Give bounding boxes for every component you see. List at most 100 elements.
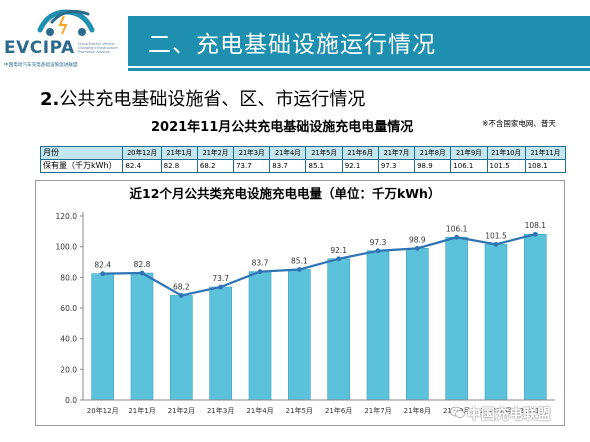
- month-cell: 21年8月: [414, 146, 452, 160]
- slide-title: 二、充电基础设施运行情况: [148, 32, 436, 58]
- month-cell: 21年5月: [305, 146, 343, 160]
- month-cell: 21年10月: [486, 146, 526, 160]
- data-label: 85.1: [291, 257, 308, 266]
- bar: [288, 269, 311, 401]
- watermark-text: 中国充电联盟: [467, 407, 551, 423]
- x-tick-label: 21年6月: [325, 406, 352, 415]
- y-tick-label: 40.0: [60, 335, 77, 344]
- section-title: 2.公共充电基础设施省、区、市运行情况: [40, 85, 365, 111]
- x-tick-label: 21年5月: [286, 406, 313, 415]
- charging-volume-table: 月份 20年12月 21年1月 21年2月 21年3月 21年4月 21年5月 …: [39, 146, 567, 173]
- title-underline: [128, 68, 590, 71]
- bar: [406, 248, 429, 401]
- bar-series: [91, 233, 547, 401]
- value-cell: 106.1: [450, 159, 488, 173]
- charging-volume-chart: 近12个月公共类充电设施充电电量（单位：千万kWh） 0.0 20.0 40.0 60…: [35, 180, 565, 426]
- data-label: 92.1: [330, 246, 347, 255]
- x-tick-label: 21年7月: [364, 406, 391, 415]
- value-cell: 101.5: [486, 159, 526, 173]
- bar: [366, 250, 390, 401]
- line-point: [532, 231, 538, 237]
- bar: [445, 237, 468, 401]
- table-row: 保有量（千万kWh） 82.4 82.8 68.2 73.7 83.7 85.1…: [39, 159, 567, 173]
- line-series: [100, 231, 538, 298]
- evcipa-logo: EVCIPA China Electric Vehicle Charging I…: [0, 0, 128, 78]
- line-point: [336, 256, 342, 262]
- value-cell: 68.2: [196, 159, 235, 173]
- section-number: 2.: [40, 89, 60, 110]
- trend-line: [102, 233, 536, 297]
- logo-english-name: China Electric Vehicle Charging Infrastr…: [78, 42, 118, 54]
- data-label: 68.2: [173, 282, 190, 291]
- x-tick-label: 21年8月: [404, 406, 431, 415]
- month-cell: 21年7月: [377, 146, 416, 160]
- value-cell: 92.1: [341, 159, 379, 173]
- wechat-icon: [450, 406, 465, 418]
- x-tick-label: 21年2月: [168, 406, 195, 415]
- data-label: 83.7: [252, 259, 269, 268]
- logo-text: EVCIPA: [4, 38, 75, 58]
- line-point: [375, 248, 381, 254]
- bar: [209, 286, 232, 401]
- data-label: 101.5: [485, 231, 507, 240]
- table-title: 2021年11月公共充电基础设施充电电量情况: [151, 120, 414, 135]
- x-tick-label: 21年10月: [480, 406, 512, 415]
- row-header-volume: 保有量（千万kWh）: [39, 159, 124, 173]
- month-cell: 21年3月: [233, 146, 271, 160]
- line-point: [139, 270, 145, 276]
- data-label: 97.3: [370, 238, 387, 247]
- month-cell: 21年9月: [450, 146, 488, 160]
- data-label: 82.8: [134, 260, 151, 269]
- chart-title: 近12个月公共类充电设施充电电量（单位：千万kWh）: [130, 186, 441, 201]
- line-point: [257, 269, 263, 275]
- month-cell: 21年4月: [269, 146, 307, 160]
- value-cell: 98.9: [414, 159, 452, 173]
- y-axis: 0.0 20.0 40.0 60.0 80.0 100.0 120.0: [56, 212, 84, 405]
- y-tick-label: 100.0: [56, 243, 78, 252]
- bar: [484, 244, 508, 401]
- value-cell: 85.1: [305, 159, 343, 173]
- bar: [91, 273, 114, 401]
- line-point: [178, 293, 184, 298]
- ev-car-plug-logo-icon: [37, 9, 95, 36]
- month-cell: 21年11月: [524, 146, 567, 160]
- line-point: [454, 234, 460, 240]
- month-cell: 20年12月: [122, 146, 162, 160]
- line-point: [218, 284, 224, 290]
- data-label: 82.4: [94, 261, 111, 270]
- logo-chinese-name: 中国电动汽车充电基础设施促进联盟: [4, 63, 78, 68]
- bar: [524, 233, 547, 401]
- month-cell: 21年2月: [196, 146, 235, 160]
- section-title-text: 公共充电基础设施省、区、市运行情况: [59, 89, 366, 110]
- value-cell: 83.7: [269, 159, 307, 173]
- value-cell: 108.1: [524, 159, 567, 173]
- month-cell: 21年1月: [160, 146, 198, 160]
- title-bar: [128, 16, 590, 66]
- line-point: [493, 241, 499, 247]
- x-tick-label: 21年3月: [207, 406, 234, 415]
- x-tick-label: 21年4月: [246, 406, 273, 415]
- value-cell: 73.7: [233, 159, 271, 173]
- line-point: [414, 245, 420, 251]
- line-point: [100, 271, 106, 277]
- data-label: 98.9: [409, 235, 426, 244]
- bar: [248, 271, 272, 401]
- month-cell: 21年6月: [341, 146, 379, 160]
- line-point: [296, 267, 302, 272]
- x-tick-label: 21年11月: [519, 406, 551, 415]
- y-tick-label: 20.0: [60, 365, 77, 374]
- bar: [170, 295, 193, 401]
- y-tick-label: 80.0: [60, 273, 77, 282]
- bar: [130, 272, 154, 401]
- x-tick-label: 21年1月: [128, 406, 155, 415]
- y-tick-label: 60.0: [60, 304, 77, 313]
- y-tick-label: 0.0: [65, 396, 77, 405]
- row-header-month: 月份: [39, 146, 124, 160]
- table-note: ※不含国家电网、普天: [482, 119, 556, 128]
- y-tick-label: 120.0: [56, 212, 78, 221]
- value-cell: 82.4: [122, 159, 162, 173]
- x-tick-label: 20年12月: [87, 406, 119, 415]
- data-label: 106.1: [446, 224, 468, 233]
- bar: [327, 258, 350, 401]
- data-label: 73.7: [212, 274, 229, 283]
